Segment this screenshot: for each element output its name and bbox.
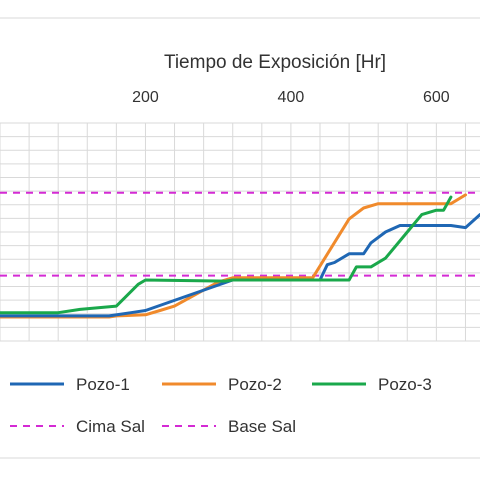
x-tick-label: 200: [132, 89, 159, 106]
legend-label: Cima Sal: [76, 417, 145, 436]
series-layer: [0, 191, 480, 319]
series-line-pozo-1: [0, 213, 480, 318]
legend-label: Base Sal: [228, 417, 296, 436]
x-axis-title: Tiempo de Exposición [Hr]: [164, 52, 386, 73]
gridlines: [0, 122, 480, 342]
x-tick-label: 400: [278, 89, 305, 106]
legend-label: Pozo-1: [76, 375, 130, 394]
legend-label: Pozo-3: [378, 375, 432, 394]
series-line-pozo-3: [0, 195, 453, 315]
x-tick-label: 600: [423, 89, 450, 106]
legend: Pozo-1 Pozo-2 Pozo-3 Cima Sal Base Sal: [0, 375, 480, 459]
legend-label: Pozo-2: [228, 375, 282, 394]
x-tick-labels: 200 400 600: [132, 89, 450, 106]
series-line-pozo-2: [0, 193, 467, 319]
